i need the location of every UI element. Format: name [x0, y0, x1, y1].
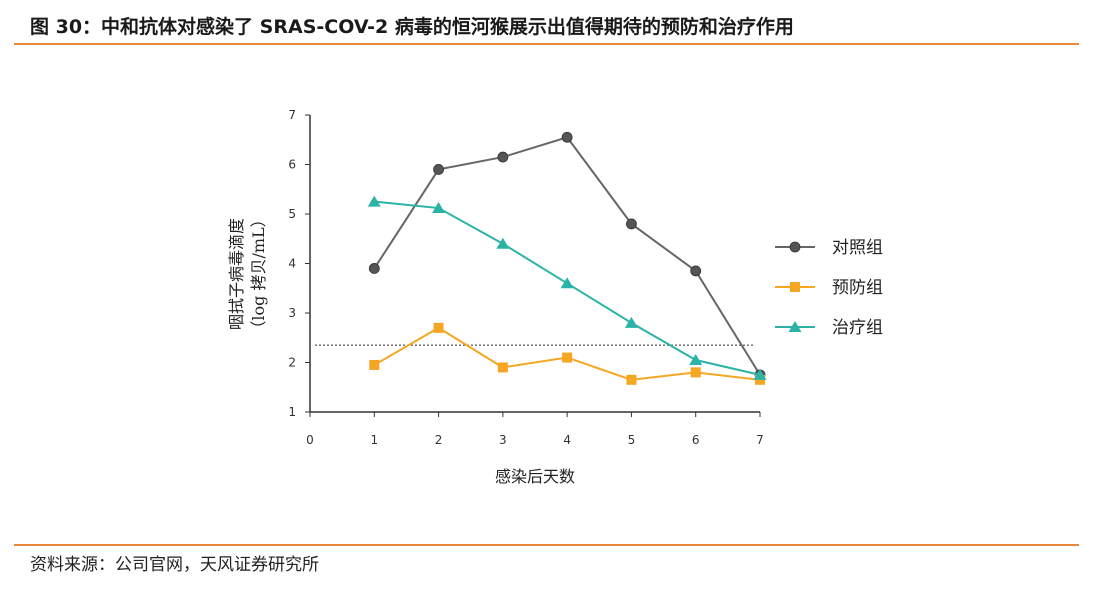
chart-series	[367, 131, 767, 385]
y-tick-label: 1	[288, 405, 296, 419]
y-tick-label: 3	[288, 306, 296, 320]
legend-marker	[789, 241, 801, 253]
figure-title: 图 30：中和抗体对感染了 SRAS-COV-2 病毒的恒河猴展示出值得期待的预…	[30, 16, 794, 38]
y-axis-label: 咽拭子病毒滴度	[227, 218, 246, 330]
y-tick-label: 7	[288, 108, 296, 122]
data-point	[626, 374, 637, 385]
data-point	[368, 263, 380, 274]
legend-label: 治疗组	[832, 318, 883, 338]
data-point	[690, 367, 701, 378]
data-point	[433, 164, 444, 175]
data-point	[367, 195, 381, 207]
series-square	[369, 322, 765, 385]
data-point	[624, 316, 638, 328]
data-point	[432, 202, 446, 214]
legend-item: 对照组	[775, 238, 883, 258]
bottom-divider	[14, 544, 1079, 546]
legend-marker	[788, 321, 802, 332]
x-tick-label: 3	[499, 433, 507, 447]
y-tick-label: 2	[288, 356, 296, 370]
data-point	[753, 368, 767, 380]
x-tick-label: 7	[756, 433, 764, 447]
data-point	[497, 362, 508, 373]
series-circle	[368, 131, 766, 381]
data-point	[689, 354, 703, 366]
legend-label: 对照组	[832, 238, 883, 258]
x-tick-label: 0	[306, 433, 314, 447]
data-point	[626, 218, 637, 230]
data-point	[560, 277, 574, 289]
x-tick-label: 5	[628, 433, 636, 447]
data-point	[433, 322, 444, 333]
x-tick-label: 2	[435, 433, 443, 447]
data-point	[562, 352, 573, 363]
y-tick-label: 5	[288, 207, 296, 221]
y-tick-label: 6	[288, 158, 296, 172]
series-triangle	[367, 195, 767, 380]
y-axis-unit: （log 拷贝/mL）	[249, 211, 268, 336]
y-tick-label: 4	[288, 257, 296, 271]
data-point	[496, 237, 510, 249]
data-point	[690, 265, 702, 277]
legend-label: 预防组	[832, 278, 883, 298]
legend-item: 预防组	[775, 278, 883, 298]
series-line	[373, 136, 761, 376]
top-divider	[14, 43, 1079, 45]
source-note: 资料来源：公司官网，天风证券研究所	[30, 555, 319, 575]
x-tick-label: 6	[692, 433, 700, 447]
data-point	[561, 131, 573, 143]
x-axis-label: 感染后天数	[495, 467, 575, 486]
legend-marker	[790, 282, 800, 292]
data-point	[369, 359, 380, 370]
data-point	[497, 151, 509, 163]
x-tick-label: 1	[370, 433, 378, 447]
x-tick-label: 4	[563, 433, 571, 447]
legend-item: 治疗组	[775, 318, 883, 338]
